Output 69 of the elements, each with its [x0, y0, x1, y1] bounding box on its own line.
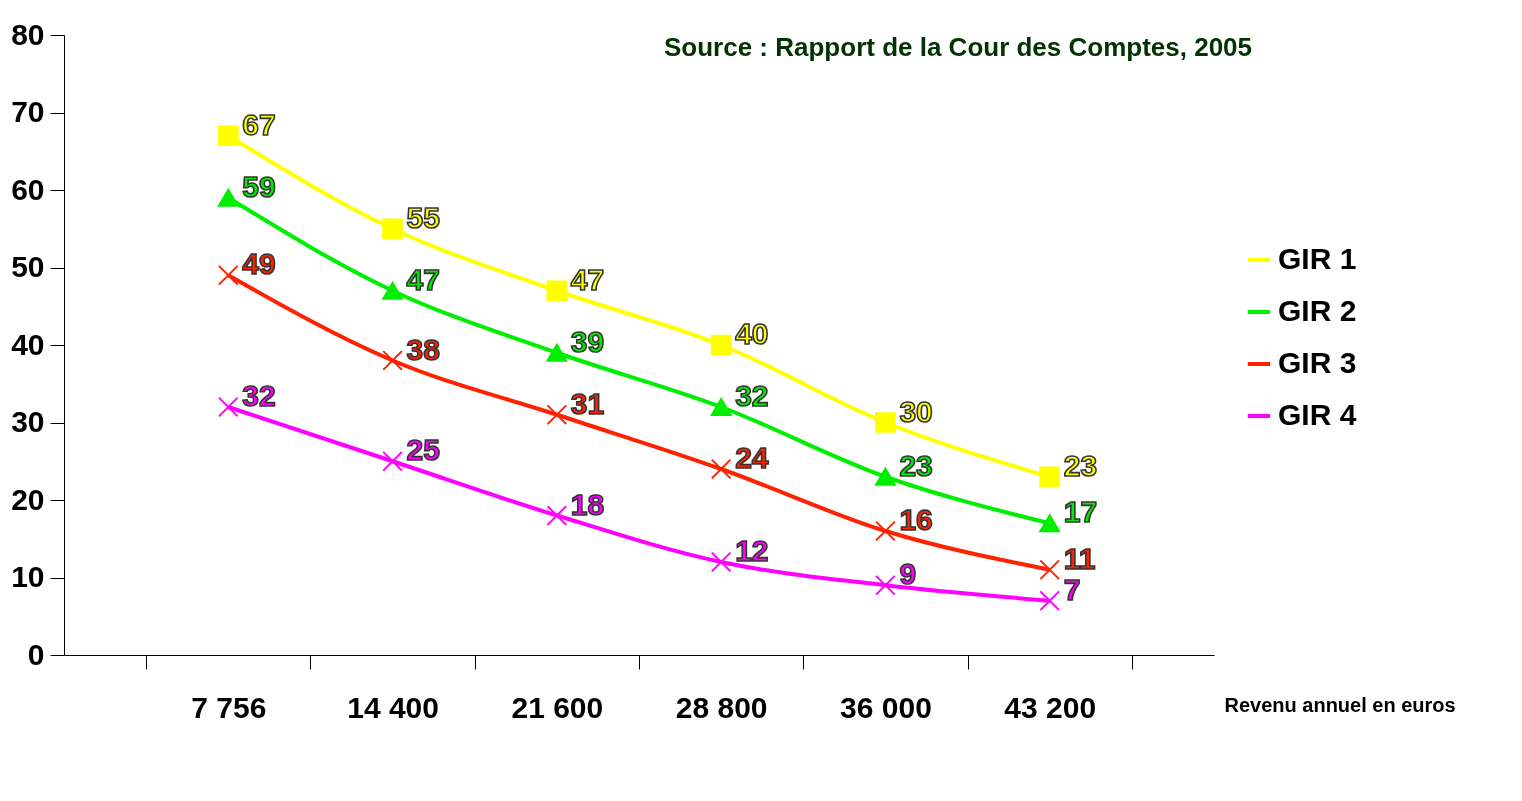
- legend-label: GIR 3: [1278, 346, 1357, 379]
- point: [710, 334, 732, 356]
- y-tick-label: 70: [11, 95, 45, 128]
- point: [1039, 466, 1061, 488]
- point: [710, 551, 732, 573]
- data-label: 7: [1063, 572, 1081, 606]
- x-tick-label: 21 600: [511, 690, 604, 724]
- data-label: 31: [570, 386, 605, 420]
- point: [546, 280, 568, 302]
- point: [546, 404, 568, 426]
- data-label: 40: [735, 317, 769, 350]
- point: [1039, 559, 1061, 581]
- point: [710, 458, 732, 480]
- point: [217, 125, 239, 147]
- x-tick-label: 14 400: [347, 690, 439, 724]
- legend-label: GIR 4: [1278, 398, 1357, 431]
- point: [1039, 590, 1061, 612]
- data-label: 23: [1063, 448, 1098, 482]
- point: [217, 396, 239, 418]
- y-tick-label: 40: [11, 327, 45, 361]
- legend-label: GIR 1: [1278, 242, 1357, 275]
- x-axis-title: Revenu annuel en euros: [1224, 693, 1456, 716]
- data-label: 25: [406, 433, 440, 467]
- data-label: 32: [242, 379, 276, 412]
- data-label: 24: [735, 441, 769, 474]
- data-label: 47: [570, 262, 605, 296]
- point: [875, 467, 896, 486]
- data-label: 11: [1063, 541, 1096, 575]
- annotation: Source : Rapport de la Cour des Comptes, 2005: [664, 32, 1253, 62]
- data-label: 55: [406, 200, 440, 234]
- y-tick-label: 60: [11, 172, 45, 206]
- point: [217, 188, 239, 207]
- data-label: 47: [406, 262, 440, 296]
- data-label: 32: [735, 379, 769, 412]
- data-label: 49: [242, 247, 276, 281]
- data-label: 59: [242, 169, 276, 203]
- x-tick-label: 7 756: [191, 690, 267, 724]
- point: [382, 350, 403, 371]
- data-label: 23: [899, 448, 933, 482]
- data-label: 67: [242, 107, 276, 141]
- data-label: 18: [570, 487, 605, 521]
- data-label: 9: [899, 557, 917, 591]
- data-label: 17: [1063, 495, 1098, 529]
- data-label: 30: [899, 394, 933, 428]
- point: [382, 218, 403, 240]
- point: [546, 343, 568, 362]
- y-tick-label: 30: [11, 405, 45, 438]
- point: [382, 450, 403, 472]
- point: [710, 397, 732, 417]
- point: [875, 412, 896, 433]
- point: [1039, 514, 1061, 533]
- y-tick-label: 80: [11, 17, 45, 51]
- point: [875, 520, 896, 542]
- data-label: 16: [899, 503, 933, 536]
- x-tick-label: 36 000: [840, 690, 932, 724]
- legend-label: GIR 2: [1278, 294, 1357, 327]
- point: [875, 574, 896, 596]
- data-label: 12: [735, 534, 769, 567]
- data-label: 38: [406, 332, 440, 366]
- x-tick-label: 28 800: [675, 690, 768, 724]
- data-label: 39: [570, 324, 605, 358]
- point: [217, 264, 239, 286]
- y-tick-label: 0: [27, 637, 45, 671]
- y-tick-label: 50: [11, 250, 45, 283]
- y-tick-label: 20: [11, 482, 45, 516]
- y-tick-label: 10: [11, 560, 45, 593]
- point: [382, 281, 403, 300]
- point: [546, 505, 568, 526]
- x-tick-label: 43 200: [1004, 690, 1097, 724]
